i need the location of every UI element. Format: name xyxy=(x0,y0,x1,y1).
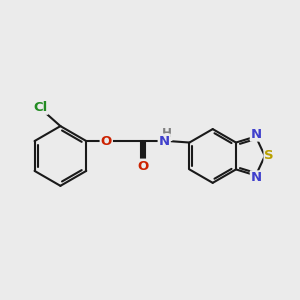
Text: Cl: Cl xyxy=(33,101,47,114)
Text: O: O xyxy=(137,160,148,172)
Text: H: H xyxy=(162,127,172,140)
Text: N: N xyxy=(251,171,262,184)
Text: N: N xyxy=(251,128,262,141)
Text: S: S xyxy=(265,149,274,163)
Text: O: O xyxy=(101,134,112,148)
Text: N: N xyxy=(159,134,170,148)
